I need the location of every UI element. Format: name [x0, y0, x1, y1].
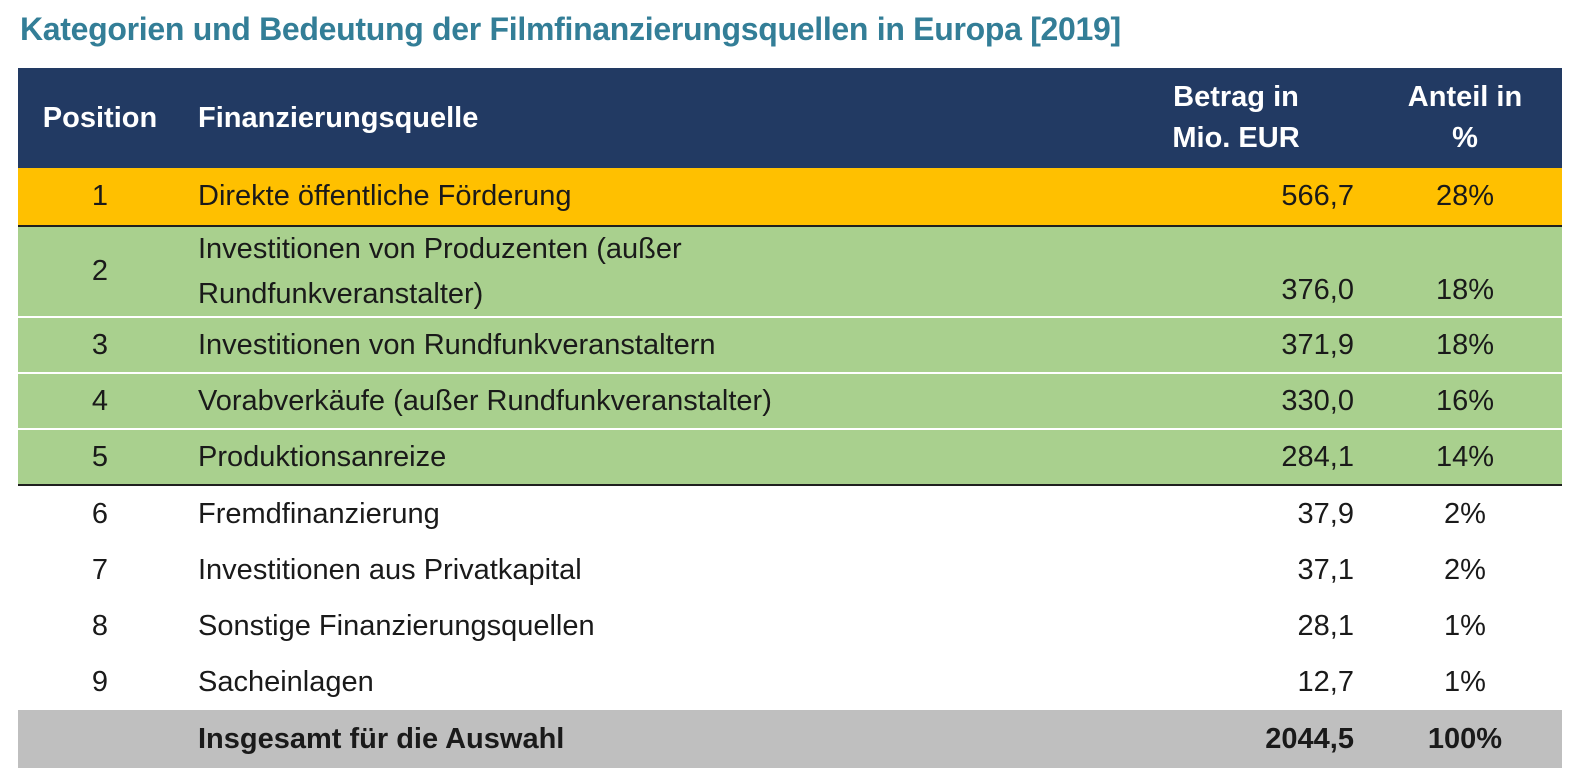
amount-cell: 371,9 — [1281, 328, 1354, 361]
position-cell: 1 — [91, 180, 109, 212]
share-cell: 28% — [1435, 180, 1495, 212]
position-cell: 8 — [91, 609, 109, 642]
position-cell-empty — [18, 710, 182, 768]
amount-cell: 37,9 — [1297, 497, 1354, 530]
share-cell: 16% — [1435, 384, 1495, 417]
column-header-source: Finanzierungsquelle — [198, 101, 479, 134]
table-row: 8 Sonstige Finanzierungsquellen 28,1 1% — [18, 598, 1562, 654]
source-cell: Sacheinlagen — [198, 665, 374, 698]
table-row: 3 Investitionen von Rundfunkveranstalter… — [18, 318, 1562, 374]
share-cell: 14% — [1435, 440, 1495, 473]
share-cell: 1% — [1444, 665, 1486, 698]
source-cell: Produktionsanreize — [198, 440, 447, 473]
film-financing-table: Position Finanzierungsquelle Betrag in M… — [18, 68, 1562, 768]
source-cell: Sonstige Finanzierungsquellen — [198, 609, 595, 642]
share-cell: 2% — [1444, 553, 1486, 586]
table-row: 1 Direkte öffentliche Förderung 566,7 28… — [18, 168, 1562, 227]
amount-cell: 376,0 — [1281, 274, 1354, 306]
source-cell: Direkte öffentliche Förderung — [198, 180, 572, 213]
position-cell: 9 — [91, 665, 109, 698]
table-row: 7 Investitionen aus Privatkapital 37,1 2… — [18, 542, 1562, 598]
position-cell: 3 — [91, 328, 109, 361]
total-amount-cell: 2044,5 — [1265, 722, 1354, 755]
source-cell: Investitionen von Rundfunkveranstaltern — [198, 328, 716, 361]
column-header-position: Position — [42, 101, 158, 134]
position-cell: 2 — [91, 255, 109, 287]
position-cell: 4 — [91, 384, 109, 417]
table-row: 4 Vorabverkäufe (außer Rundfunkveranstal… — [18, 374, 1562, 430]
total-label: Insgesamt für die Auswahl — [198, 722, 565, 755]
share-cell: 1% — [1444, 609, 1486, 642]
share-cell: 2% — [1444, 497, 1486, 530]
column-header-amount: Betrag in Mio. EUR — [1172, 81, 1300, 154]
amount-cell: 284,1 — [1281, 440, 1354, 473]
source-cell: Investitionen von Produzenten (außer Run… — [198, 232, 682, 310]
table-total-row: Insgesamt für die Auswahl 2044,5 100% — [18, 710, 1562, 768]
table-row: 5 Produktionsanreize 284,1 14% — [18, 430, 1562, 486]
total-share-cell: 100% — [1427, 722, 1503, 755]
page-title: Kategorien und Bedeutung der Filmfinanzi… — [20, 10, 1121, 47]
amount-cell: 37,1 — [1297, 553, 1354, 586]
amount-cell: 566,7 — [1281, 180, 1354, 212]
amount-cell: 28,1 — [1297, 609, 1354, 642]
share-cell: 18% — [1435, 274, 1495, 306]
position-cell: 5 — [91, 440, 109, 473]
position-cell: 7 — [91, 553, 109, 586]
amount-cell: 330,0 — [1281, 384, 1354, 417]
source-cell: Vorabverkäufe (außer Rundfunkveranstalte… — [198, 384, 772, 417]
position-cell: 6 — [91, 497, 109, 530]
share-cell: 18% — [1435, 328, 1495, 361]
table-header-row: Position Finanzierungsquelle Betrag in M… — [18, 68, 1562, 168]
column-header-share: Anteil in % — [1407, 81, 1523, 154]
source-cell: Fremdfinanzierung — [198, 497, 440, 530]
source-cell: Investitionen aus Privatkapital — [198, 553, 582, 586]
table-row: 6 Fremdfinanzierung 37,9 2% — [18, 486, 1562, 542]
amount-cell: 12,7 — [1297, 665, 1354, 698]
table-row: 2 Investitionen von Produzenten (außer R… — [18, 227, 1562, 318]
table-row: 9 Sacheinlagen 12,7 1% — [18, 654, 1562, 710]
